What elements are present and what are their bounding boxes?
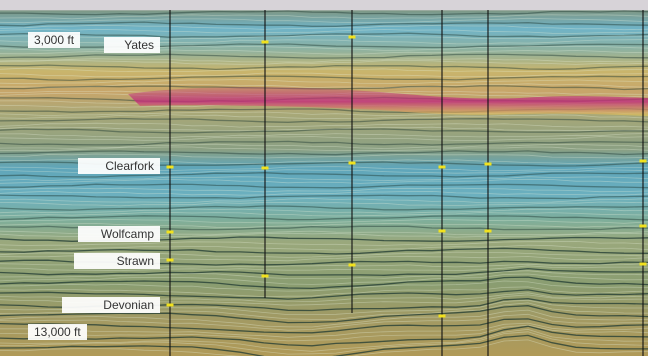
reflector-line	[0, 79, 648, 85]
formation-label-wolfcamp: Wolfcamp	[78, 226, 160, 242]
reflector-line	[0, 208, 648, 214]
formation-marker	[261, 166, 269, 170]
formation-marker	[166, 258, 174, 262]
reflector-line	[0, 172, 648, 178]
reflector-line	[0, 273, 648, 285]
reflector-line	[0, 324, 648, 342]
formation-marker	[261, 274, 269, 278]
formation-marker	[166, 230, 174, 234]
reflector-line	[0, 117, 648, 123]
formation-marker	[639, 262, 647, 266]
reflector-line	[0, 334, 648, 356]
well-lines	[169, 10, 644, 356]
reflector-line	[0, 218, 648, 224]
reflector-line	[0, 305, 648, 324]
reflector-line	[0, 322, 648, 338]
reflector-line	[0, 21, 648, 27]
formation-marker	[166, 165, 174, 169]
formation-label-clearfork: Clearfork	[78, 158, 160, 174]
reflector-line	[0, 211, 648, 217]
formation-marker	[438, 229, 446, 233]
formation-marker	[484, 229, 492, 233]
reflector-line	[0, 328, 648, 352]
reflector-line	[0, 122, 648, 128]
reflector-line	[0, 140, 648, 146]
reflector-line	[0, 146, 648, 152]
formation-label-strawn: Strawn	[74, 253, 160, 269]
formation-marker	[639, 224, 647, 228]
reflector-line	[0, 126, 648, 132]
reflector-line	[0, 143, 648, 149]
reflector-line	[0, 10, 648, 16]
formation-marker	[261, 40, 269, 44]
reflector-line	[0, 59, 648, 65]
reflector-line	[0, 313, 648, 331]
reflector-line	[0, 247, 648, 255]
reflector-line	[0, 64, 648, 71]
reflector-line	[0, 153, 648, 159]
reflector-line	[0, 198, 648, 204]
formation-marker	[348, 35, 356, 39]
reflector-line	[0, 178, 648, 184]
formation-marker	[484, 162, 492, 166]
reflector-line	[0, 201, 648, 207]
anomaly-band	[128, 87, 648, 116]
formation-marker	[166, 303, 174, 307]
reflector-line	[0, 331, 648, 355]
reflector-line	[0, 53, 648, 59]
reflector-line	[0, 267, 648, 276]
reflector-line	[0, 83, 648, 89]
reflector-line	[0, 194, 648, 200]
reflector-line	[0, 133, 648, 139]
reflector-line	[0, 14, 648, 20]
formation-label-yates: Yates	[104, 37, 160, 53]
reflector-line	[0, 187, 648, 193]
reflector-line	[0, 280, 648, 292]
reflector-line	[0, 17, 648, 24]
reflector-line	[0, 176, 648, 182]
reflector-line	[0, 183, 648, 189]
reflector-line	[0, 270, 648, 280]
formation-marker	[639, 159, 647, 163]
reflector-line	[0, 244, 648, 251]
reflector-line	[0, 309, 648, 328]
reflector-line	[0, 222, 648, 229]
reflector-line	[0, 24, 648, 31]
reflector-line	[0, 325, 648, 347]
reflector-line	[0, 240, 648, 246]
formation-marker	[438, 314, 446, 318]
reflector-line	[0, 128, 648, 134]
formation-marker	[348, 161, 356, 165]
formation-marker	[348, 263, 356, 267]
formation-markers	[166, 35, 647, 318]
reflector-line	[0, 136, 648, 142]
formation-marker	[438, 165, 446, 169]
reflector-line	[0, 215, 648, 221]
reflector-line	[0, 289, 648, 300]
formation-label-devonian: Devonian	[62, 297, 160, 313]
depth-label-bottom: 13,000 ft	[28, 324, 87, 340]
reflector-line	[0, 286, 648, 298]
depth-label-top: 3,000 ft	[28, 32, 81, 48]
reflector-line	[0, 58, 648, 63]
reflector-line	[0, 75, 648, 82]
reflector-line	[0, 190, 648, 196]
reflector-line	[0, 205, 648, 211]
reflector-line	[0, 32, 648, 38]
reflector-line	[0, 28, 648, 34]
reflector-line	[0, 265, 648, 272]
reflector-line	[0, 276, 648, 290]
reflector-line	[0, 339, 648, 356]
reflector-line	[0, 67, 648, 72]
reflector-line	[0, 251, 648, 258]
reflector-line	[0, 318, 648, 334]
reflector-line	[0, 72, 648, 78]
reflector-line	[0, 150, 648, 156]
reflector-line	[0, 114, 648, 120]
